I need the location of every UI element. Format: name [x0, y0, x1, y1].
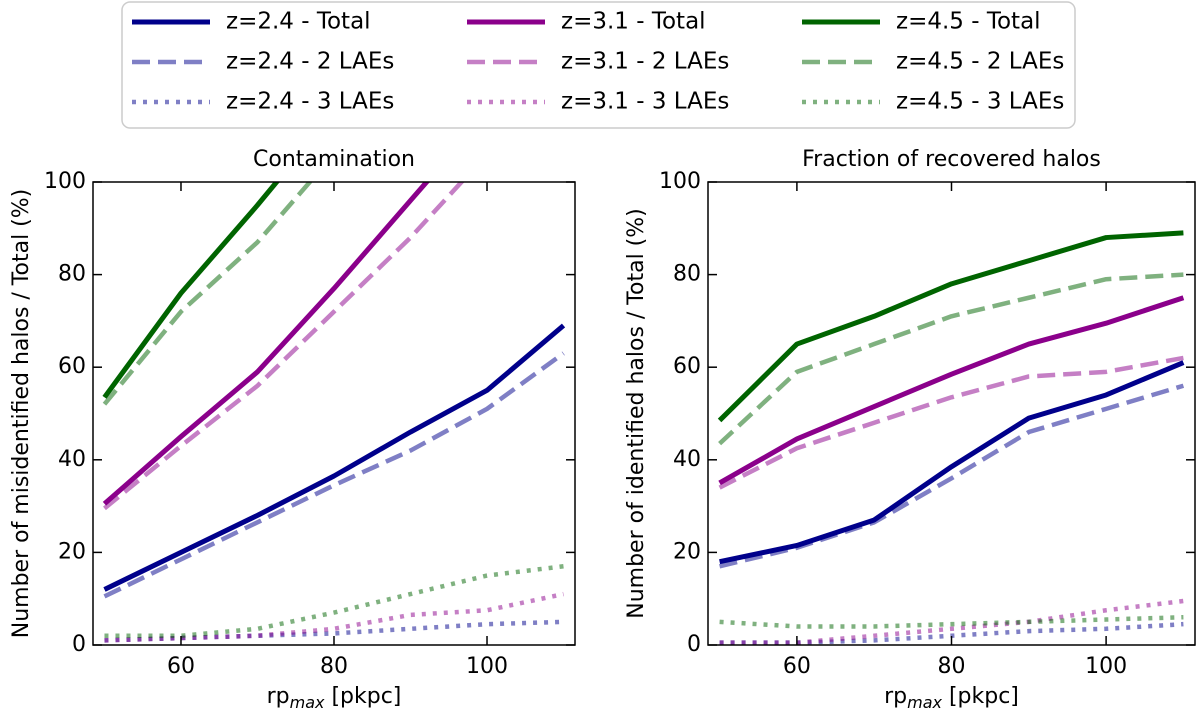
data-line	[718, 272, 1184, 446]
legend-label: z=2.4 - Total	[226, 9, 371, 35]
data-line	[103, 182, 465, 511]
x-tick-label: 60	[783, 654, 811, 679]
plot-area	[102, 182, 566, 643]
x-axis-label-part: rp	[884, 684, 907, 709]
legend-box	[121, 1, 1076, 129]
y-tick-label: 80	[673, 262, 701, 287]
x-tick-label: 60	[167, 654, 195, 679]
x-axis-label-sub: max	[907, 693, 942, 712]
x-tick-label: 80	[938, 654, 966, 679]
data-line	[103, 323, 566, 592]
legend-label: z=4.5 - 2 LAEs	[896, 49, 1064, 75]
data-line	[719, 383, 1185, 569]
x-axis-label-part: [pkpc]	[324, 684, 401, 709]
y-tick-label: 40	[58, 447, 86, 472]
y-axis-label: Number of misidentified halos / Total (%…	[9, 189, 34, 639]
y-tick-label: 20	[58, 539, 86, 564]
data-line	[104, 564, 564, 638]
data-line	[719, 360, 1185, 565]
legend-label: z=3.1 - 2 LAEs	[561, 49, 729, 75]
data-line	[717, 230, 1184, 423]
legend: z=2.4 - Total z=2.4 - 2 LAEs z=2.4 - 3 LAE…	[132, 9, 1064, 115]
y-tick-label: 60	[58, 354, 86, 379]
legend-label: z=3.1 - 3 LAEs	[561, 89, 729, 115]
x-axis-label-part: [pkpc]	[942, 684, 1019, 709]
data-line	[102, 182, 280, 399]
y-tick-label: 60	[673, 354, 701, 379]
legend-label: z=3.1 - Total	[561, 9, 706, 35]
data-line	[104, 591, 564, 643]
y-tick-label: 100	[659, 169, 701, 194]
legend-label: z=4.5 - 3 LAEs	[896, 89, 1064, 115]
x-axis-label-sub: max	[290, 693, 325, 712]
legend-label: z=4.5 - Total	[896, 9, 1041, 35]
y-tick-label: 100	[44, 169, 86, 194]
x-axis-label-part: rp	[267, 684, 290, 709]
x-tick-label: 100	[1085, 654, 1127, 679]
data-line	[102, 182, 430, 506]
y-tick-label: 0	[687, 632, 701, 657]
axes-title: Contamination	[253, 147, 415, 172]
y-tick-label: 80	[58, 262, 86, 287]
x-axis-label: rpmax [pkpc]	[267, 684, 402, 712]
legend-label: z=2.4 - 3 LAEs	[226, 89, 394, 115]
x-tick-label: 80	[320, 654, 348, 679]
data-line	[718, 355, 1184, 490]
axes-title: Fraction of recovered halos	[802, 147, 1101, 172]
data-line	[718, 295, 1185, 486]
y-tick-label: 20	[673, 539, 701, 564]
data-line	[719, 614, 1184, 629]
y-axis-label: Number of identified halos / Total (%)	[624, 208, 649, 619]
x-tick-label: 100	[466, 654, 508, 679]
data-line	[102, 182, 313, 406]
data-line	[103, 351, 565, 599]
x-axis-label: rpmax [pkpc]	[884, 684, 1019, 712]
legend-label: z=2.4 - 2 LAEs	[226, 49, 394, 75]
plot-area	[717, 230, 1185, 645]
y-tick-label: 40	[673, 447, 701, 472]
axes-frame	[92, 181, 576, 646]
axes-frame	[707, 181, 1196, 646]
y-tick-label: 0	[72, 632, 86, 657]
